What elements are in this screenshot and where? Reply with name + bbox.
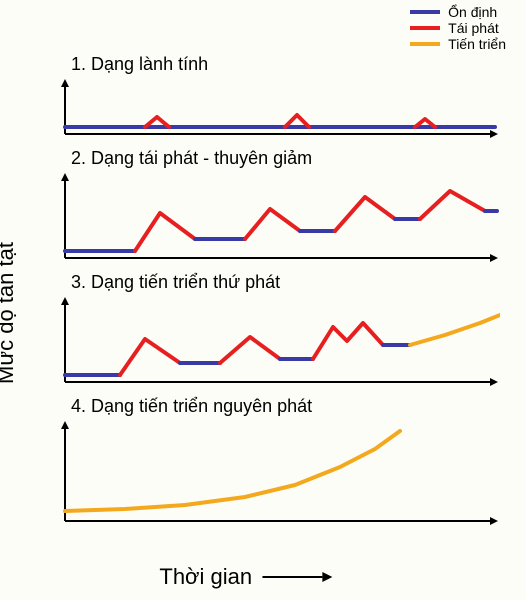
series-line (335, 197, 395, 231)
series-line (120, 339, 180, 375)
legend-label: Tiến triển (448, 36, 506, 52)
legend-label: Ổn định (448, 4, 497, 20)
chart (55, 173, 510, 262)
series-line (65, 431, 400, 511)
chart (55, 297, 510, 386)
x-axis-label: Thời gian (159, 564, 332, 590)
series-line (313, 323, 383, 359)
legend-row: Tái phát (410, 20, 506, 36)
legend-row: Tiến triển (410, 36, 506, 52)
series-line (135, 213, 195, 251)
panel-title: 4. Dạng tiến triển nguyên phát (71, 396, 510, 417)
legend-swatch (410, 26, 440, 30)
panel-title: 1. Dạng lành tính (71, 54, 510, 75)
panel: 1. Dạng lành tính (55, 54, 510, 138)
x-axis-arrow (262, 570, 332, 584)
series-line (220, 337, 280, 363)
legend-swatch (410, 10, 440, 14)
chart (55, 421, 510, 525)
legend-swatch (410, 42, 440, 46)
panel-title: 3. Dạng tiến triển thứ phát (71, 272, 510, 293)
y-axis-label: Mức độ tàn tật (0, 242, 19, 384)
panel: 4. Dạng tiến triển nguyên phát (55, 396, 510, 525)
panel: 3. Dạng tiến triển thứ phát (55, 272, 510, 386)
x-axis-text: Thời gian (159, 564, 252, 590)
legend-row: Ổn định (410, 4, 506, 20)
panel: 2. Dạng tái phát - thuyên giảm (55, 148, 510, 262)
panels-container: 1. Dạng lành tính 2. Dạng tái phát - thuy… (55, 54, 510, 535)
panel-title: 2. Dạng tái phát - thuyên giảm (71, 148, 510, 169)
series-line (245, 209, 300, 239)
legend-label: Tái phát (448, 20, 499, 36)
legend: Ổn địnhTái phátTiến triển (410, 4, 506, 52)
series-line (420, 191, 485, 219)
chart (55, 79, 510, 138)
series-line (410, 311, 500, 345)
